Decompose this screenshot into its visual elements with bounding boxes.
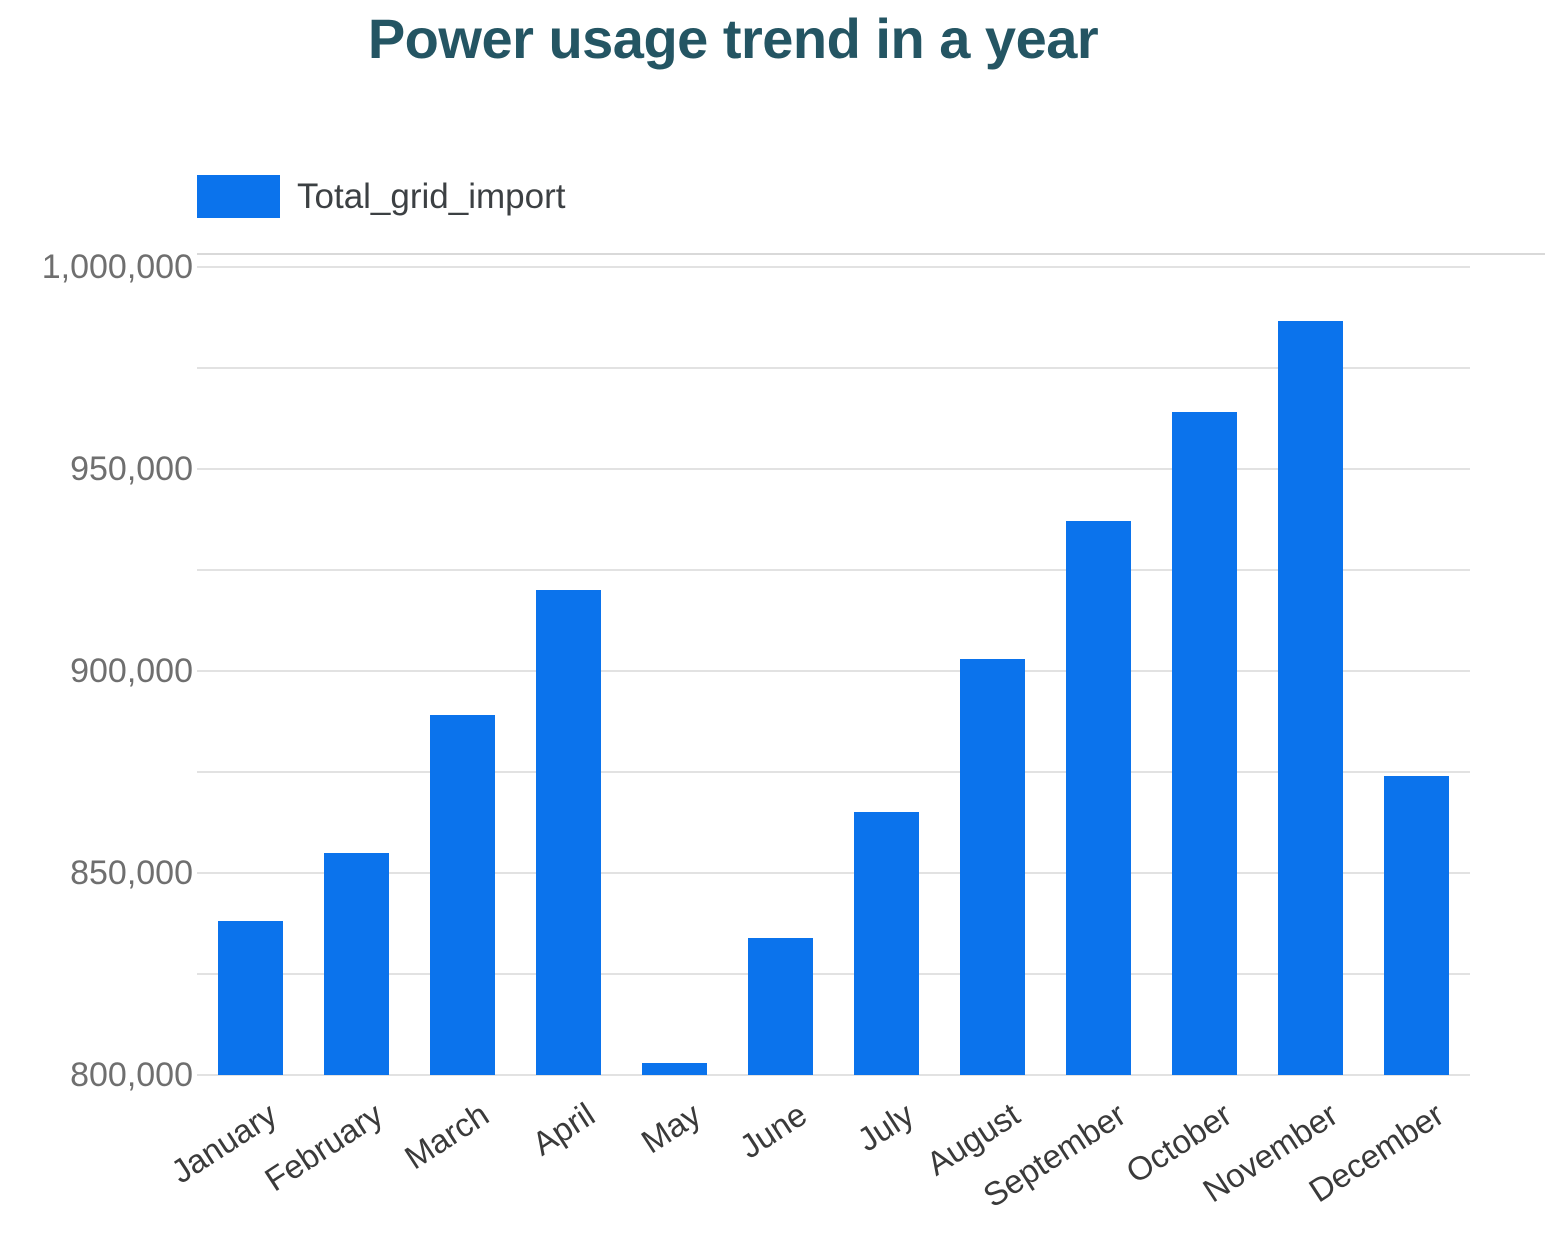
gridline-925000 [197, 568, 1470, 571]
bar-april[interactable] [535, 590, 601, 1075]
bar-july[interactable] [854, 812, 920, 1075]
bar-september[interactable] [1066, 521, 1132, 1075]
plot-top-border [197, 253, 1545, 255]
gridline-800000 [197, 1074, 1470, 1076]
bar-june[interactable] [747, 937, 813, 1075]
legend-series-label: Total_grid_import [297, 177, 566, 216]
bar-october[interactable] [1172, 412, 1238, 1075]
bar-march[interactable] [429, 715, 495, 1075]
bar-august[interactable] [960, 658, 1026, 1075]
gridline-975000 [197, 366, 1470, 369]
gridline-875000 [197, 770, 1470, 773]
bar-december[interactable] [1384, 776, 1450, 1075]
bar-november[interactable] [1278, 321, 1344, 1075]
y-tick-label-1000000: 1,000,000 [41, 247, 193, 286]
legend-swatch [197, 175, 280, 218]
gridline-850000 [197, 871, 1470, 874]
x-label-january: January [164, 1095, 284, 1191]
plot-area [197, 254, 1470, 1076]
bar-may[interactable] [641, 1062, 707, 1075]
y-tick-label-850000: 850,000 [70, 853, 193, 892]
y-tick-label-950000: 950,000 [70, 449, 193, 488]
bar-february[interactable] [323, 852, 389, 1075]
y-tick-label-800000: 800,000 [70, 1056, 193, 1094]
bar-january[interactable] [217, 921, 283, 1075]
gridline-900000 [197, 669, 1470, 672]
gridline-825000 [197, 972, 1470, 975]
gridline-950000 [197, 467, 1470, 470]
chart-title: Power usage trend in a year [367, 7, 1099, 70]
gridline-1000000 [197, 265, 1470, 268]
y-tick-label-900000: 900,000 [70, 651, 193, 690]
